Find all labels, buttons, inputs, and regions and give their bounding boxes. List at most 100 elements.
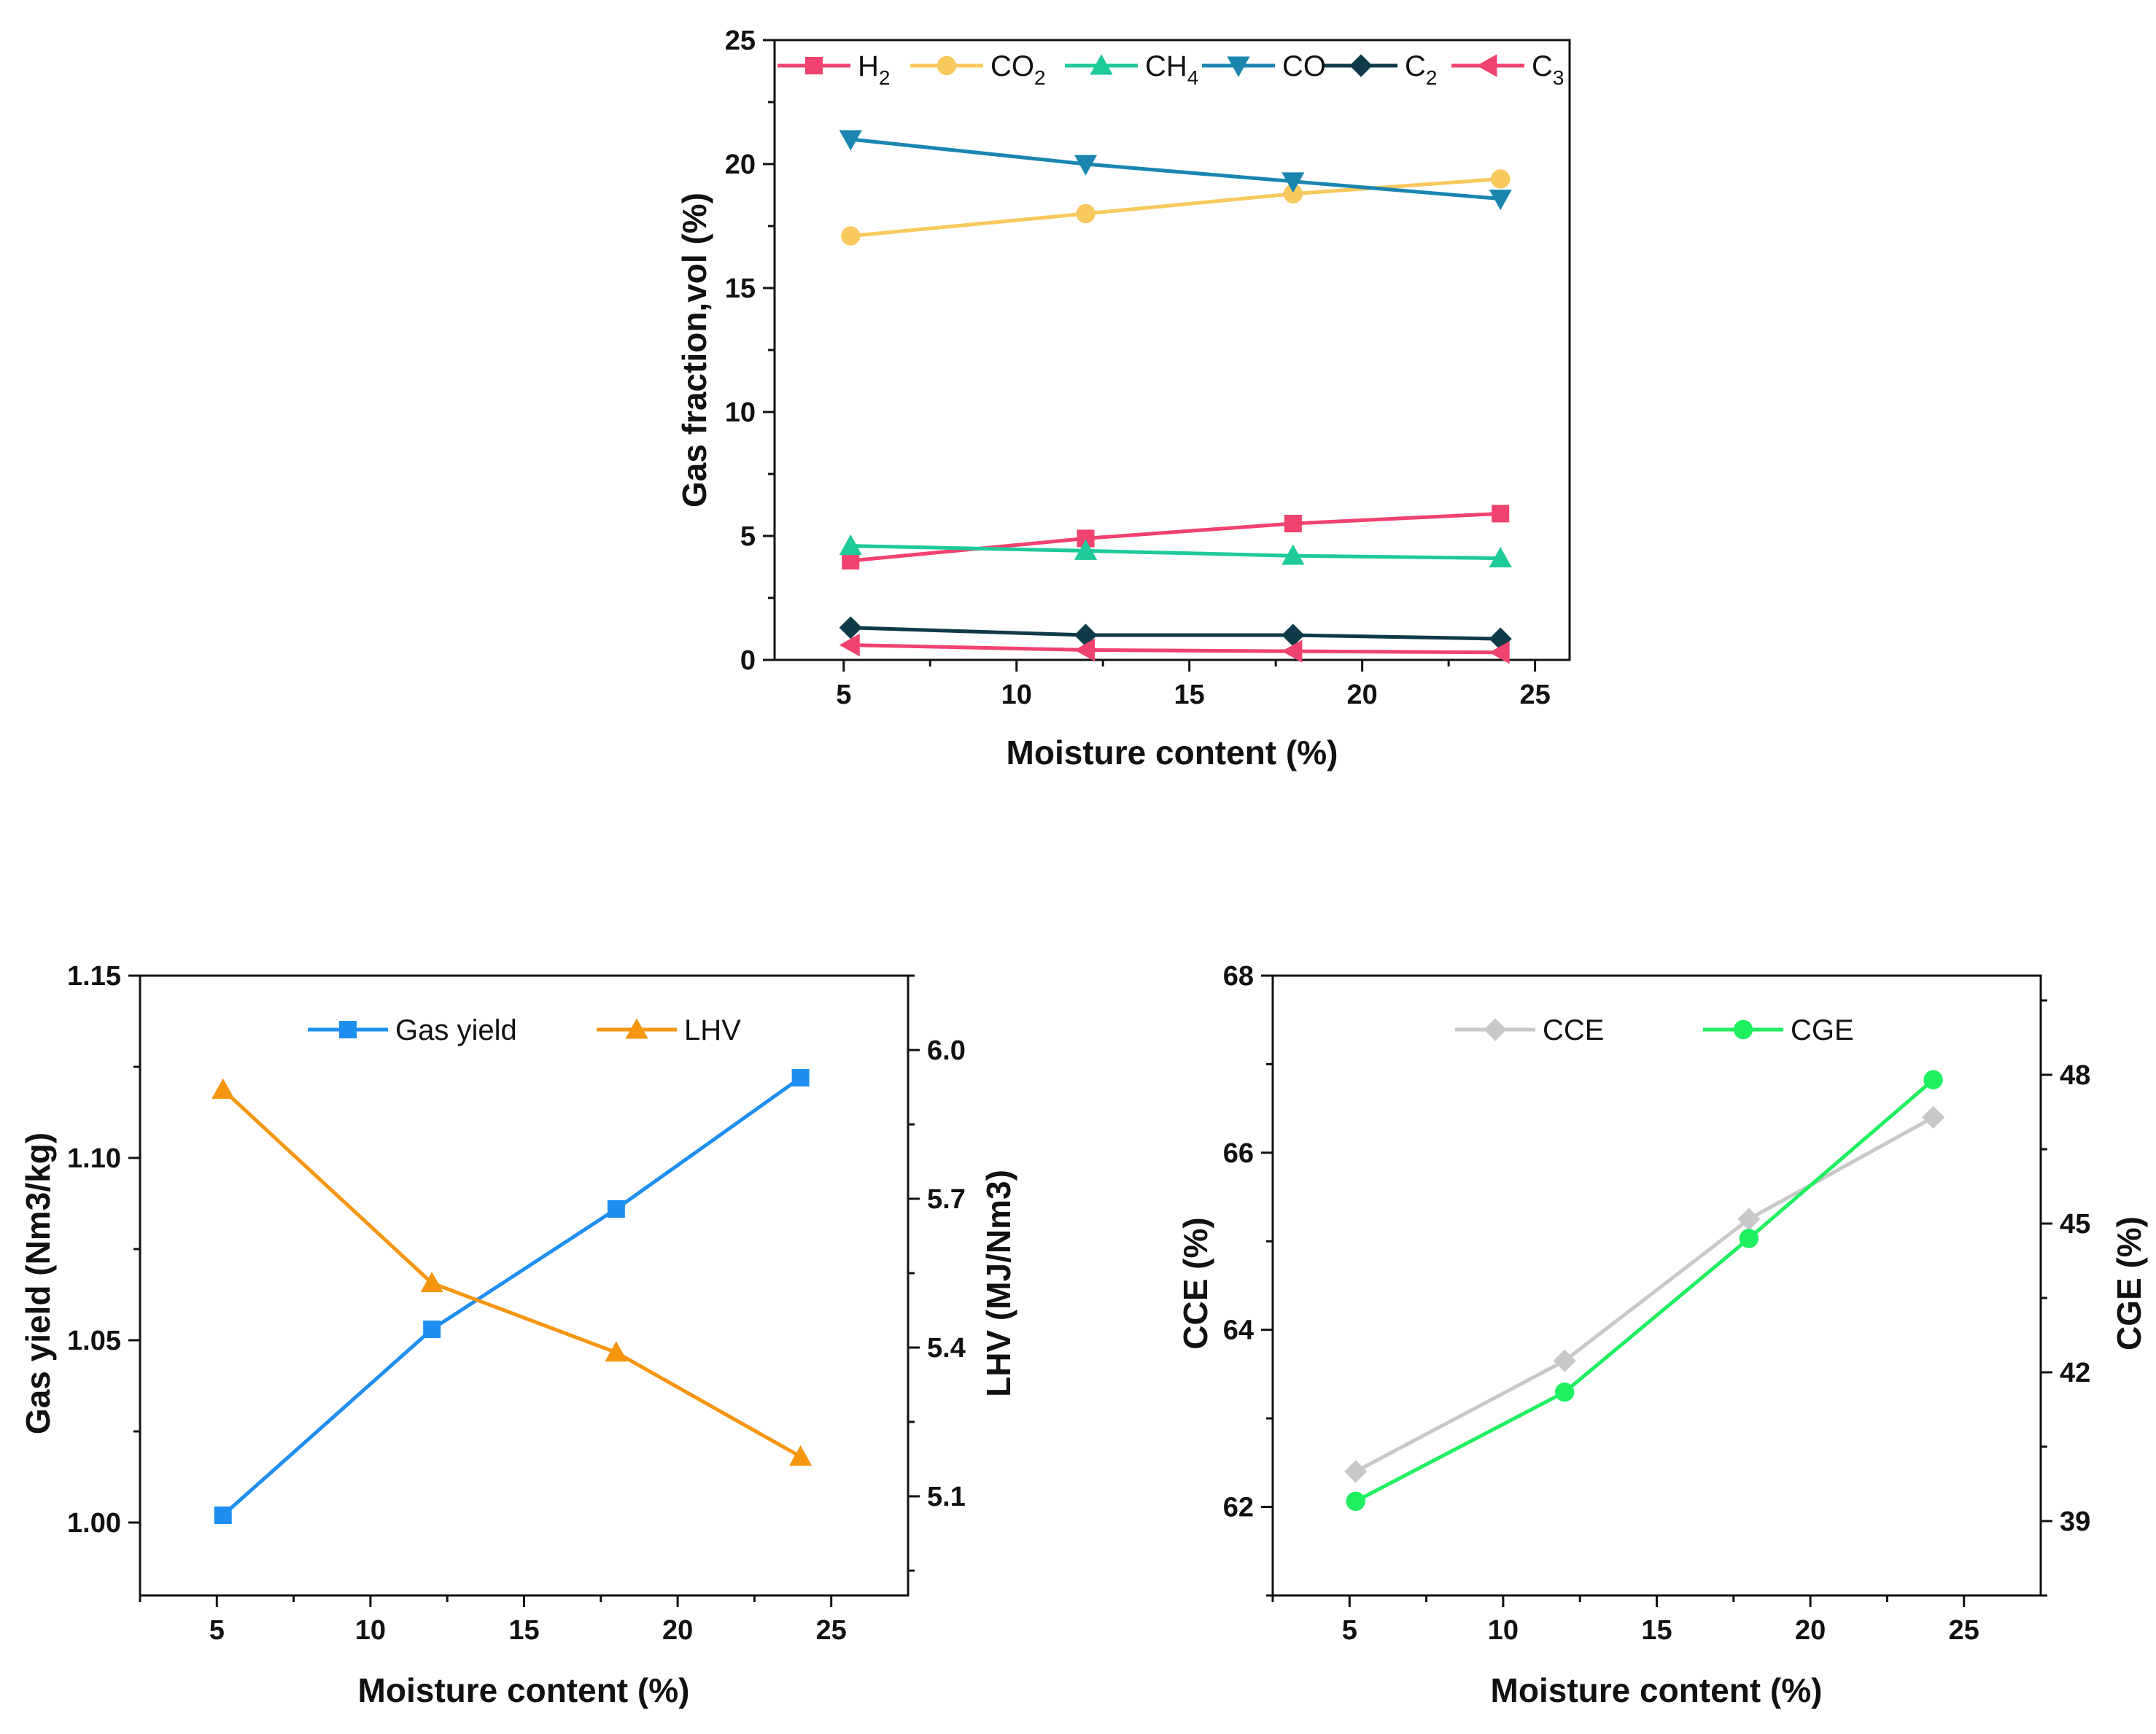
gas-fraction-ticks: 5 10 15 20 25 0 5 10 15 20 25: [725, 26, 1551, 710]
y2-tick-label: 5.1: [927, 1482, 966, 1512]
legend-label: C3: [1532, 50, 1564, 89]
legend-marker: [1484, 1018, 1507, 1041]
data-point-co2: [1491, 169, 1511, 189]
legend-marker: [625, 1018, 648, 1039]
legend-marker: [1349, 54, 1373, 77]
cce-cge-ticks: 5 10 15 20 25 62 64 66 68 39 42 45 48: [1223, 961, 2091, 1646]
series-line-gas-yield: [222, 1076, 802, 1517]
legend-marker: [1227, 56, 1250, 77]
data-point-c3: [1074, 638, 1096, 661]
data-point-co: [1074, 155, 1098, 176]
series-line-co: [850, 137, 1501, 201]
y-tick-label: 15: [725, 273, 756, 304]
x-tick-label: 10: [1488, 1615, 1519, 1646]
legend-label-subscript: 3: [1553, 66, 1564, 89]
y-tick-label: 1.00: [67, 1508, 121, 1539]
data-point-co: [839, 130, 862, 151]
x-tick-label: 5: [209, 1615, 225, 1646]
x-tick-label: 10: [1001, 680, 1032, 710]
gas-yield-lhv-chart: 5 10 15 20 25 1.00 1.05 1.10 1.15 5.1 5.4 5.7 6.0 Ga…: [19, 961, 1017, 1709]
gas-fraction-y-axis-title: Gas fraction,vol (%): [675, 193, 713, 508]
x-tick-label: 20: [662, 1615, 693, 1646]
legend-label: Gas yield: [395, 1014, 517, 1046]
y-tick-label: 0: [740, 645, 756, 676]
y2-tick-label: 42: [2060, 1358, 2090, 1388]
x-tick-label: 20: [1795, 1615, 1826, 1646]
x-tick-label: 25: [816, 1615, 847, 1646]
legend-label: CO: [1282, 50, 1326, 82]
y-tick-label: 64: [1223, 1315, 1254, 1346]
legend-marker: [1476, 54, 1497, 77]
data-point-cge: [1739, 1229, 1759, 1248]
gas-yield-x-axis-title: Moisture content (%): [358, 1671, 690, 1709]
data-point-ch4: [1281, 544, 1305, 565]
x-tick-label: 5: [1342, 1615, 1357, 1646]
y2-tick-label: 48: [2060, 1060, 2090, 1091]
legend-marker: [805, 57, 823, 74]
data-point-lhv: [605, 1341, 628, 1362]
cge-y-axis-title: CGE (%): [2110, 1216, 2148, 1350]
legend-label: CGE: [1791, 1014, 1854, 1046]
legend-marker: [339, 1021, 357, 1038]
data-point-gas-yield: [214, 1506, 232, 1524]
gas-fraction-legend: H2 CO2 CH4 CO C2 C3: [778, 50, 1564, 89]
cce-cge-legend: CCE CGE: [1455, 1014, 1854, 1046]
data-point-cce: [1737, 1208, 1761, 1231]
data-point-c3: [1489, 641, 1510, 664]
gas-fraction-series: [839, 130, 1512, 664]
data-point-c2: [839, 616, 862, 639]
data-point-ch4: [1489, 547, 1512, 568]
gas-fraction-chart: 5 10 15 20 25 0 5 10 15 20 25 H2 CO2 CH4 CO C2 C3 Moist…: [675, 26, 1571, 771]
data-point-h2: [1284, 515, 1302, 532]
data-point-cge: [1346, 1491, 1365, 1511]
y2-tick-label: 5.4: [927, 1333, 966, 1364]
data-point-cge: [1923, 1070, 1943, 1090]
series-line-c2: [850, 626, 1501, 641]
series-line-ch4: [850, 544, 1501, 561]
cce-cge-plot-frame: [1271, 974, 2042, 1597]
cce-cge-series: [1344, 1070, 1945, 1511]
cce-y-axis-title: CCE (%): [1176, 1217, 1214, 1349]
lhv-y-axis-title: LHV (MJ/Nm3): [980, 1170, 1017, 1397]
data-point-c2: [1281, 623, 1305, 647]
cce-cge-chart: 5 10 15 20 25 62 64 66 68 39 42 45 48 CCE CGE Moistur…: [1176, 961, 2148, 1709]
y-tick-label: 1.15: [67, 961, 121, 992]
gas-yield-lhv-plot-frame: [139, 974, 910, 1597]
legend-label-subscript: 2: [1426, 66, 1438, 89]
x-tick-label: 20: [1347, 680, 1378, 710]
series-line-cge: [1354, 1078, 1935, 1504]
data-point-h2: [1492, 505, 1510, 523]
legend-marker: [1733, 1019, 1753, 1040]
legend-label: CH4: [1145, 50, 1198, 89]
gas-fraction-plot-frame: [773, 39, 1571, 661]
x-tick-label: 15: [1174, 680, 1205, 710]
legend-label: CO2: [990, 50, 1046, 89]
x-tick-label: 25: [1519, 680, 1550, 710]
gas-yield-y-axis-title: Gas yield (Nm3/kg): [19, 1132, 57, 1434]
data-point-co: [1489, 190, 1512, 211]
y-tick-label: 62: [1223, 1493, 1254, 1523]
y2-tick-label: 45: [2060, 1209, 2090, 1240]
data-point-lhv: [212, 1078, 235, 1099]
series-line-co2: [850, 176, 1501, 238]
series-line-c3: [850, 643, 1501, 655]
data-point-gas-yield: [791, 1069, 810, 1086]
data-point-lhv: [788, 1445, 813, 1466]
data-point-c2: [1074, 623, 1098, 647]
y-tick-label: 25: [725, 26, 756, 56]
data-point-ch4: [1074, 539, 1098, 560]
legend-label-subscript: 2: [879, 66, 891, 89]
gas-yield-lhv-ticks: 5 10 15 20 25 1.00 1.05 1.10 1.15 5.1 5.4 5.7 6.0: [67, 961, 966, 1646]
legend-label-subscript: 2: [1034, 66, 1046, 89]
gas-fraction-x-axis-title: Moisture content (%): [1007, 734, 1338, 771]
y-tick-label: 1.05: [67, 1326, 121, 1356]
data-point-c2: [1489, 627, 1512, 650]
data-point-co: [1281, 172, 1305, 193]
data-point-c3: [839, 634, 860, 657]
x-tick-label: 15: [508, 1615, 539, 1646]
y-tick-label: 20: [725, 149, 756, 180]
x-tick-label: 5: [836, 680, 851, 710]
data-point-gas-yield: [607, 1200, 625, 1218]
y2-tick-label: 6.0: [927, 1035, 966, 1066]
